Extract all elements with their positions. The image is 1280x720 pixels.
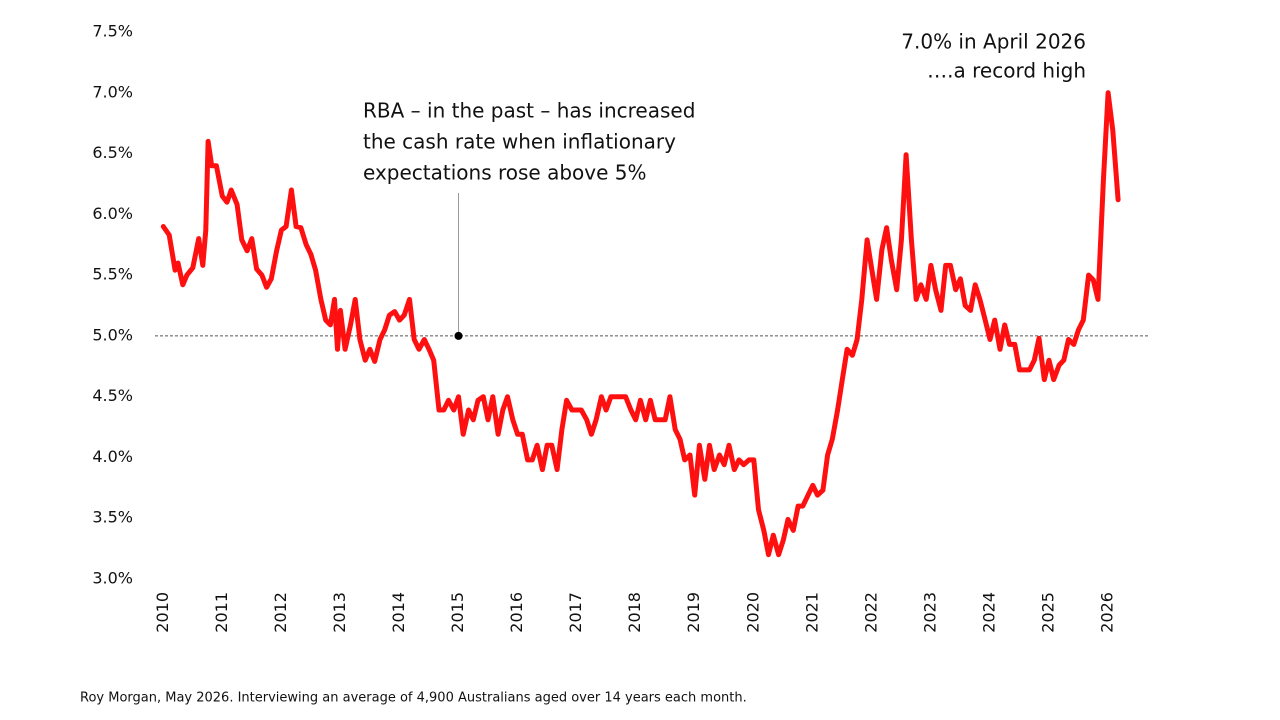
annotation-line: RBA – in the past – has increased [363, 99, 695, 123]
y-tick-label: 7.0% [92, 82, 133, 101]
x-tick-label: 2021 [802, 592, 821, 633]
y-tick-label: 4.5% [92, 386, 133, 405]
x-tick-label: 2023 [920, 592, 939, 633]
y-tick-label: 3.5% [92, 508, 133, 527]
y-tick-label: 6.5% [92, 143, 133, 162]
record-label: 7.0% in April 2026 [901, 30, 1086, 54]
x-tick-label: 2019 [684, 592, 703, 633]
x-tick-label: 2015 [448, 592, 467, 633]
x-tick-label: 2025 [1039, 592, 1058, 633]
y-tick-label: 5.5% [92, 265, 133, 284]
x-tick-label: 2026 [1098, 592, 1117, 633]
y-tick-label: 7.5% [92, 22, 133, 41]
x-tick-label: 2011 [212, 592, 231, 633]
annotation-dot [454, 331, 463, 340]
y-tick-label: 3.0% [92, 569, 133, 588]
x-tick-label: 2022 [861, 592, 880, 633]
x-tick-label: 2014 [389, 592, 408, 633]
x-tick-label: 2020 [743, 592, 762, 633]
x-tick-label: 2024 [979, 592, 998, 633]
source: Roy Morgan, May 2026. Interviewing an av… [80, 691, 747, 706]
record-note: ….a record high [927, 59, 1086, 83]
y-tick-label: 4.0% [92, 447, 133, 466]
annotation-line: expectations rose above 5% [363, 161, 647, 185]
data-line [160, 90, 1121, 558]
x-tick-label: 2010 [153, 592, 172, 633]
x-tick-label: 2018 [625, 592, 644, 633]
y-tick-label: 6.0% [92, 204, 133, 223]
x-tick-label: 2016 [507, 592, 526, 633]
x-tick-label: 2017 [566, 592, 585, 633]
x-tick-label: 2013 [330, 592, 349, 633]
annotation-line: the cash rate when inflationary [363, 130, 676, 154]
y-tick-label: 5.0% [92, 325, 133, 344]
x-tick-label: 2012 [271, 592, 290, 633]
